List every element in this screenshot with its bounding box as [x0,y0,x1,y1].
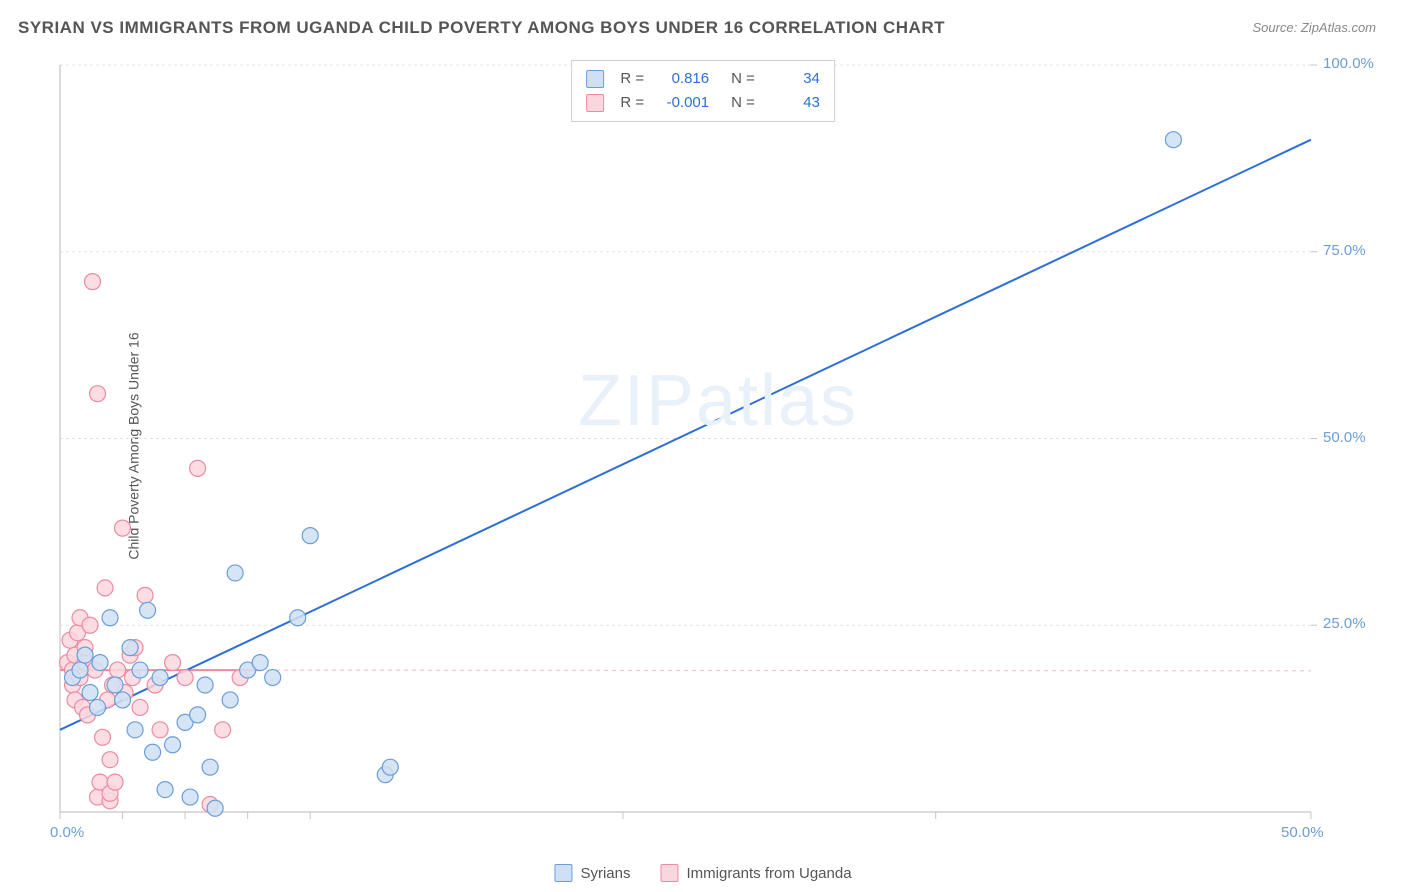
correlation-legend: R = 0.816 N = 34 R = -0.001 N = 43 [571,60,835,122]
r-label: R = [614,91,644,115]
source-attribution: Source: ZipAtlas.com [1252,20,1376,35]
correlation-legend-row-blue: R = 0.816 N = 34 [586,67,820,91]
n-value-blue: 34 [765,67,820,91]
legend-swatch-blue [586,70,604,88]
series-legend: Syrians Immigrants from Uganda [554,864,851,882]
legend-swatch-pink [586,94,604,112]
correlation-legend-row-pink: R = -0.001 N = 43 [586,91,820,115]
y-tick-label: 75.0% [1323,242,1366,259]
chart-title: SYRIAN VS IMMIGRANTS FROM UGANDA CHILD P… [18,18,945,38]
legend-item-pink: Immigrants from Uganda [660,864,851,882]
r-value-pink: -0.001 [654,91,709,115]
x-tick-label: 0.0% [50,824,84,841]
x-tick-label: 50.0% [1281,824,1324,841]
y-tick-label: 100.0% [1323,55,1374,72]
chart-area: ZIPatlas [55,55,1381,842]
y-tick-label: 25.0% [1323,615,1366,632]
legend-swatch-blue [554,864,572,882]
n-label: N = [731,91,755,115]
legend-label-blue: Syrians [580,865,630,882]
scatter-chart-svg [55,55,1381,842]
legend-label-pink: Immigrants from Uganda [686,865,851,882]
legend-swatch-pink [660,864,678,882]
n-value-pink: 43 [765,91,820,115]
r-label: R = [614,67,644,91]
legend-item-blue: Syrians [554,864,630,882]
n-label: N = [731,67,755,91]
r-value-blue: 0.816 [654,67,709,91]
y-tick-label: 50.0% [1323,429,1366,446]
